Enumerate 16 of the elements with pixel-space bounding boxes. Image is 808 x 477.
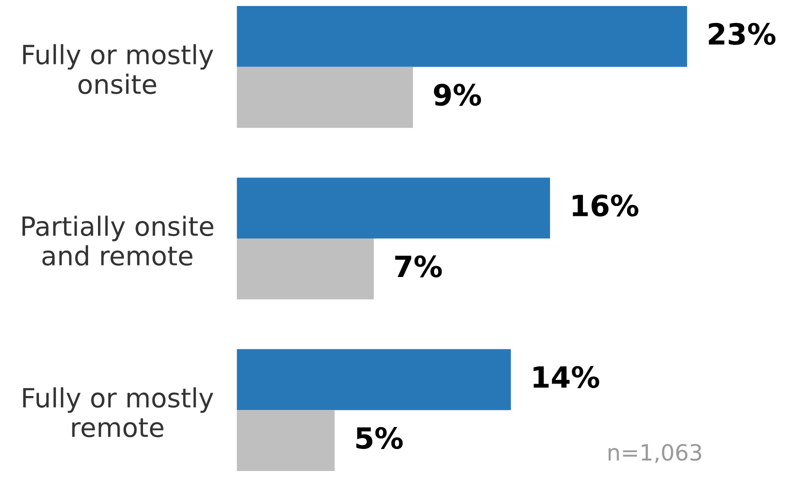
bar (236, 66, 413, 128)
annotation: n=1,063 (608, 444, 702, 464)
data-label: 23% (708, 22, 776, 45)
y-tick-label: Fully or mostly onsite (23, 44, 214, 94)
data-label: 7% (395, 255, 442, 278)
bar (236, 6, 688, 67)
bar (236, 178, 550, 238)
bar (236, 238, 374, 300)
y-tick-label: Fully or mostly remote (23, 387, 214, 438)
y-tick-label: Partially onsite and remote (22, 216, 214, 266)
data-label: 9% (434, 84, 482, 106)
data-label: 14% (534, 366, 600, 388)
data-label: 16% (572, 194, 638, 217)
bar (236, 410, 335, 471)
bar (236, 349, 511, 410)
data-label: 5% (356, 426, 403, 449)
